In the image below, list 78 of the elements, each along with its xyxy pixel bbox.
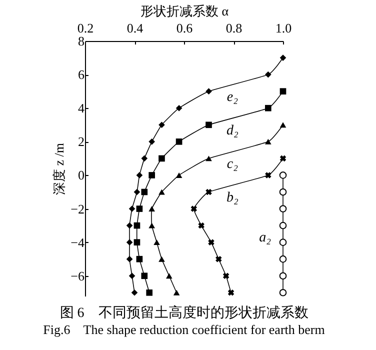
point (154, 240, 160, 246)
series-label: c₂ (226, 157, 238, 172)
point (279, 255, 287, 263)
point (136, 256, 143, 262)
y-axis-title: 深度 z /m (52, 143, 67, 195)
point (141, 155, 148, 162)
y-tick-label: 6 (78, 67, 85, 82)
point (198, 222, 204, 229)
point (146, 289, 153, 296)
text: 图 6 不同预留土高度时的形状折减系数 (60, 304, 308, 321)
point (128, 206, 136, 212)
point (131, 289, 138, 296)
x-tick-label: 0.6 (176, 20, 194, 36)
point (136, 172, 143, 178)
y-tick-label: 2 (78, 134, 84, 150)
x-tick-label: 1.0 (275, 20, 292, 36)
x-tick-label: 0.4 (126, 20, 144, 36)
series-label: d₂ (226, 123, 239, 138)
point (148, 172, 155, 178)
point (134, 222, 140, 229)
point (173, 290, 180, 296)
y-tick-label: 0 (78, 168, 84, 183)
point (279, 172, 287, 179)
x-axis-title: 形状折减系数 α (140, 4, 229, 18)
point (158, 122, 165, 128)
point (128, 272, 136, 280)
point (228, 290, 234, 296)
point (280, 155, 286, 162)
point (141, 272, 148, 280)
point (158, 189, 165, 195)
point (206, 122, 212, 128)
point (279, 272, 287, 280)
point (141, 188, 148, 196)
point (176, 172, 182, 178)
point (134, 188, 140, 196)
point (126, 239, 133, 246)
point (176, 138, 182, 145)
point (279, 222, 287, 230)
series-label: a₂ (259, 230, 272, 246)
point (265, 172, 272, 178)
point (190, 206, 198, 212)
series-label: b₂ (226, 190, 239, 206)
point (148, 222, 155, 228)
point (126, 256, 133, 262)
point (264, 71, 272, 78)
y-tick-label: −2 (70, 201, 84, 216)
point (158, 256, 165, 262)
y-tick-label: 8 (78, 34, 84, 48)
point (280, 88, 286, 94)
point (279, 238, 287, 246)
point (264, 104, 272, 112)
y-tick-label: −4 (70, 234, 85, 250)
point (280, 54, 286, 61)
point (148, 138, 155, 145)
point (279, 188, 287, 196)
point (264, 138, 272, 144)
point (148, 206, 155, 212)
point (206, 188, 212, 196)
point (136, 206, 143, 212)
series-label: e₂ (226, 90, 238, 105)
point (208, 239, 214, 246)
y-tick-label: 4 (78, 100, 85, 116)
point (279, 205, 287, 212)
point (279, 288, 287, 296)
text: Fig.6 The shape reduction coefficient for earth berm (43, 322, 325, 337)
x-tick-label: 0.8 (226, 20, 242, 36)
point (222, 272, 230, 279)
x-tick-label: 0.2 (77, 20, 94, 36)
point (206, 88, 212, 94)
point (280, 122, 286, 128)
point (166, 273, 172, 279)
point (158, 155, 165, 162)
point (216, 256, 222, 262)
point (134, 239, 140, 246)
point (176, 104, 182, 112)
y-tick-label: −6 (70, 268, 85, 284)
point (206, 156, 212, 162)
point (126, 222, 133, 229)
